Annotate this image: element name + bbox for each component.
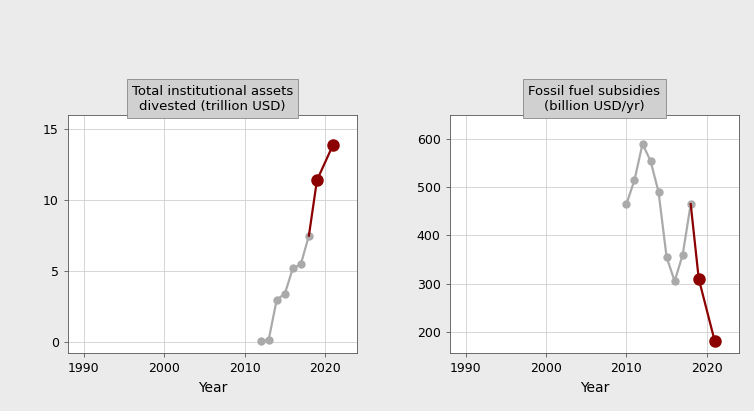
X-axis label: Year: Year — [198, 381, 227, 395]
Title: Fossil fuel subsidies
(billion USD/yr): Fossil fuel subsidies (billion USD/yr) — [529, 85, 661, 113]
X-axis label: Year: Year — [580, 381, 609, 395]
Title: Total institutional assets
divested (trillion USD): Total institutional assets divested (tri… — [132, 85, 293, 113]
